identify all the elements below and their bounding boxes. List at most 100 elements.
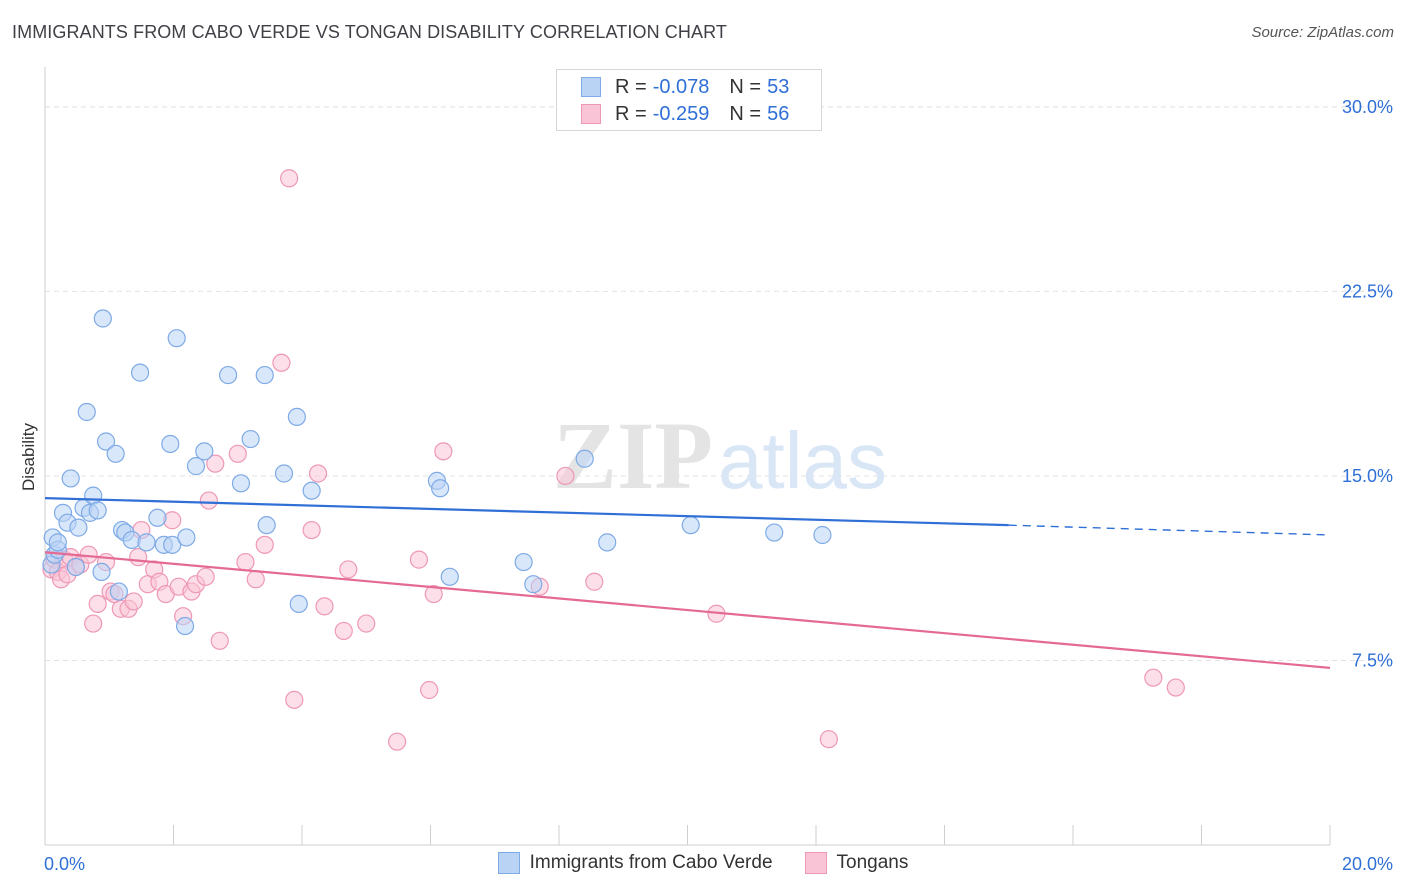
tongan-point xyxy=(315,597,334,616)
stats-legend: R = -0.078 N = 53 R = -0.259 N = 56 xyxy=(556,69,822,131)
tongan-point xyxy=(196,567,215,586)
cabo-verde-point xyxy=(177,528,196,547)
y-tick-label: 15.0% xyxy=(1342,466,1393,486)
legend-r-value: -0.259 xyxy=(652,102,710,125)
cabo-verde-point xyxy=(274,464,294,483)
cabo-verde-point xyxy=(148,508,167,527)
legend-label: Tongans xyxy=(836,852,909,873)
tongan-point xyxy=(387,732,407,751)
cabo-verde-point xyxy=(93,309,112,328)
y-tick-label: 22.5% xyxy=(1342,281,1393,301)
cabo-verde-point xyxy=(88,501,107,520)
y-tick-label: 7.5% xyxy=(1352,650,1393,670)
tongan-point xyxy=(339,560,358,579)
tongan-point xyxy=(124,592,143,611)
cabo-verde-point xyxy=(219,365,238,385)
legend-swatch-blue xyxy=(497,852,520,874)
cabo-verde-point xyxy=(109,582,128,601)
tongan-point xyxy=(357,614,376,633)
tongan-point xyxy=(272,353,291,372)
tongan-point xyxy=(420,680,439,700)
tongan-point xyxy=(88,594,107,613)
legend-label: Immigrants from Cabo Verde xyxy=(529,852,773,873)
cabo-verde-point xyxy=(122,530,141,550)
tongan-point xyxy=(285,690,304,709)
cabo-verde-point xyxy=(765,523,784,542)
legend-item-tongans[interactable]: Tongans xyxy=(804,852,909,874)
trendlines xyxy=(44,496,1331,669)
tongan-point xyxy=(409,550,429,569)
cabo-verde-point xyxy=(287,407,306,427)
cabo-verde-point xyxy=(130,363,150,382)
tongan-point xyxy=(255,535,274,554)
cabo-verde-point xyxy=(195,442,214,461)
axes xyxy=(44,67,1331,846)
cabo-verde-point xyxy=(96,432,116,451)
legend-r-label: R = xyxy=(615,102,647,125)
cabo-verde-point xyxy=(66,557,85,577)
cabo-verde-point xyxy=(175,616,195,636)
legend-item-cabo-verde[interactable]: Immigrants from Cabo Verde xyxy=(497,852,773,874)
tongan-point xyxy=(334,621,353,641)
cabo-verde-point xyxy=(257,516,276,535)
legend-n-label: N = xyxy=(729,75,762,98)
cabo-verde-point xyxy=(431,479,450,498)
cabo-verde-point xyxy=(575,449,594,468)
tongan-point xyxy=(246,570,265,589)
tongan-point xyxy=(199,491,218,510)
cabo-verde-point xyxy=(681,516,700,535)
cabo-verde-point xyxy=(302,481,321,500)
tongan-trendline xyxy=(44,551,1331,669)
legend-r-label: R = xyxy=(615,75,647,98)
cabo-verde-point xyxy=(598,533,617,552)
source-label: Source: ZipAtlas.com xyxy=(1251,24,1394,41)
cabo-verde-point xyxy=(813,525,832,545)
cabo-verde-trendline-extension xyxy=(1008,524,1331,536)
tongan-point xyxy=(206,454,225,473)
legend-n-value: 53 xyxy=(767,75,790,98)
tongan-point xyxy=(556,466,575,486)
cabo-verde-trendline xyxy=(44,496,1009,527)
cabo-verde-points xyxy=(42,309,832,636)
tongan-point xyxy=(434,442,453,461)
x-tick-label: 0.0% xyxy=(44,854,85,874)
tongan-point xyxy=(308,464,328,483)
tongan-point xyxy=(585,572,604,591)
cabo-verde-point xyxy=(231,474,251,493)
series-legend: Immigrants from Cabo Verde Tongans xyxy=(0,852,1406,874)
cabo-verde-point xyxy=(289,594,308,613)
tick-labels: 7.5% 15.0% 22.5% 30.0% 0.0% 20.0% xyxy=(44,97,1393,874)
cabo-verde-point xyxy=(48,533,67,552)
tongan-point xyxy=(129,548,148,567)
cabo-verde-point xyxy=(92,562,111,582)
legend-n-value: 56 xyxy=(767,102,790,125)
tongan-point xyxy=(1144,668,1163,687)
watermark: ZIP atlas xyxy=(553,402,887,509)
cabo-verde-point xyxy=(514,552,533,572)
cabo-verde-point xyxy=(524,575,543,594)
legend-row-tongans: R = -0.259 N = 56 xyxy=(581,101,789,127)
tongan-point xyxy=(819,730,838,749)
cabo-verde-point xyxy=(167,329,186,348)
cabo-verde-point xyxy=(77,402,96,422)
tongan-point xyxy=(84,614,103,633)
tongan-point xyxy=(228,444,247,463)
tongan-point xyxy=(236,552,255,572)
watermark-atlas: atlas xyxy=(718,416,887,505)
cabo-verde-point xyxy=(241,429,260,449)
legend-r-value: -0.078 xyxy=(652,75,710,98)
legend-swatch-pink xyxy=(581,104,601,124)
tongan-point xyxy=(302,520,321,540)
legend-swatch-pink xyxy=(804,852,827,874)
chart-title: IMMIGRANTS FROM CABO VERDE VS TONGAN DIS… xyxy=(12,22,727,42)
legend-swatch-blue xyxy=(581,77,601,97)
y-axis-label: Disability xyxy=(19,422,38,491)
tongan-point xyxy=(163,511,182,530)
legend-row-cabo-verde: R = -0.078 N = 53 xyxy=(581,74,789,100)
tongan-point xyxy=(1166,678,1185,697)
grid-lines xyxy=(45,106,1390,661)
cabo-verde-point xyxy=(61,469,80,488)
cabo-verde-point xyxy=(106,444,125,463)
cabo-verde-point xyxy=(161,434,180,454)
